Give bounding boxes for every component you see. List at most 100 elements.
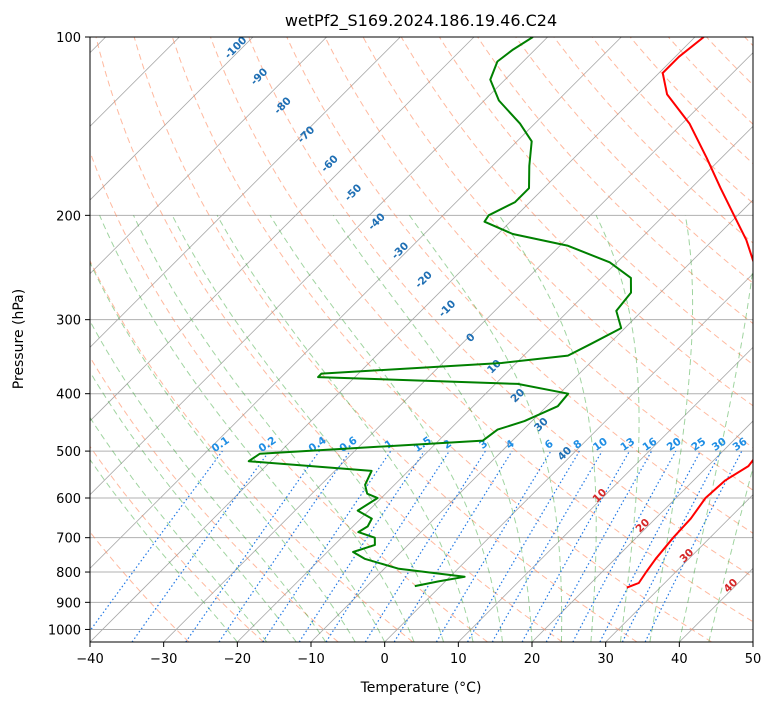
temperature-label: 20 [633, 516, 652, 535]
moist-adiabat [678, 264, 753, 642]
dry-adiabat [133, 37, 638, 642]
y-tick-label: 300 [56, 314, 81, 329]
mixing-ratio-line [393, 450, 513, 642]
dry-adiabat [591, 37, 753, 204]
mixing-ratio-line [644, 450, 743, 642]
isotherm [90, 37, 548, 496]
moist-adiabat [595, 215, 640, 642]
mixing-ratio-line [572, 450, 677, 642]
x-axis: −40 −30 −20 −10 0 10 20 30 40 50 [76, 642, 761, 667]
plot-frame [89, 36, 754, 643]
moist-adiabat [90, 320, 327, 642]
isotherm [531, 420, 753, 642]
dry-adiabat [324, 37, 753, 491]
dry-adiabat [248, 37, 753, 578]
dry-adiabat [477, 37, 753, 325]
dry-adiabat [362, 37, 753, 449]
moist-adiabat [171, 215, 445, 642]
y-tick-label: 800 [56, 566, 81, 581]
x-tick-label: 0 [381, 652, 389, 667]
mixing-ratio-label: 2 [441, 438, 454, 452]
y-tick-label: 500 [56, 445, 81, 460]
isoline-labels: 0.1 0.2 0.4 0.6 1 1.5 2 3 4 6 8 10 13 16 20 25 30 36-100-… [210, 34, 750, 595]
mixing-ratio-label: 0.4 [306, 434, 328, 455]
isotherm-label: 0 [464, 331, 478, 345]
isotherm [90, 37, 696, 642]
temperature-label: 30 [677, 546, 696, 565]
dry-adiabat [744, 37, 753, 47]
mixing-ratio-label: 6 [543, 438, 556, 452]
isotherm-label: -80 [272, 95, 294, 117]
isotherm [237, 125, 753, 642]
isotherm [90, 37, 475, 422]
moist-adiabat [408, 215, 563, 642]
isotherm-label: 40 [555, 444, 574, 463]
background-lines [90, 37, 753, 642]
moist-adiabat [649, 215, 694, 642]
x-tick-label: −20 [224, 652, 251, 667]
dry-adiabat [210, 37, 753, 623]
x-tick-label: 20 [524, 652, 541, 667]
isotherm [752, 641, 753, 642]
isotherm [605, 494, 753, 642]
dry-adiabat [90, 531, 190, 642]
moist-adiabat [133, 215, 415, 642]
x-tick-label: 30 [597, 652, 614, 667]
mixing-ratio-line [298, 450, 425, 642]
dry-adiabat [515, 37, 753, 284]
mixing-ratio-label: 0.1 [210, 434, 232, 455]
isotherm [679, 567, 753, 642]
mixing-ratio-line [599, 450, 702, 642]
x-tick-label: −10 [297, 652, 324, 667]
y-tick-label: 400 [56, 388, 81, 403]
y-tick-label: 900 [56, 596, 81, 611]
temperature-line [626, 37, 753, 589]
mixing-ratio-line [325, 450, 450, 642]
isotherm-label: -60 [319, 153, 341, 175]
x-tick-label: 50 [745, 652, 762, 667]
dry-adiabat [629, 37, 753, 165]
chart-title: wetPf2_S169.2024.186.19.46.C24 [285, 11, 557, 31]
y-tick-label: 1000 [48, 623, 81, 638]
isotherm-label: -30 [389, 240, 411, 262]
isotherm [310, 199, 753, 642]
x-tick-label: −40 [76, 652, 103, 667]
dry-adiabat [90, 356, 339, 642]
x-tick-label: −30 [150, 652, 177, 667]
isotherm-label: -40 [366, 211, 388, 233]
moist-adiabat [90, 370, 297, 642]
isotherm-label: -20 [413, 269, 435, 291]
moist-adiabat [99, 215, 386, 642]
mixing-ratio-line [545, 450, 653, 642]
isotherm [458, 346, 753, 642]
x-tick-label: 40 [671, 652, 688, 667]
mixing-ratio-line [131, 450, 270, 642]
isotherm [163, 52, 753, 642]
moist-adiabat [332, 215, 533, 642]
moist-adiabat [90, 261, 356, 642]
dry-adiabat [90, 445, 264, 642]
dry-adiabat [706, 37, 753, 86]
mixing-ratio-line [185, 450, 320, 642]
dry-adiabat [553, 37, 753, 244]
isotherm [90, 37, 254, 201]
mixing-ratio-line [364, 450, 486, 642]
mixing-ratio-line [466, 450, 580, 642]
mixing-ratio-line [262, 450, 392, 642]
isotherm-label: -100 [222, 34, 249, 61]
moist-adiabat [708, 465, 753, 642]
y-axis: 100 200 300 400 500 600 700 800 900 1000 [48, 31, 90, 638]
isotherm-label: 20 [508, 386, 527, 405]
isotherm [90, 37, 327, 275]
moist-adiabat [90, 458, 238, 642]
mixing-ratio-line [521, 450, 631, 642]
isotherm-label: -10 [436, 298, 458, 320]
x-axis-label: Temperature (°C) [360, 680, 482, 696]
series-layer [247, 37, 753, 589]
isotherm [90, 37, 401, 348]
mixing-ratio-line [218, 450, 351, 642]
moist-adiabat [269, 215, 503, 642]
isotherm-label: -70 [295, 124, 317, 146]
y-tick-label: 600 [56, 492, 81, 507]
